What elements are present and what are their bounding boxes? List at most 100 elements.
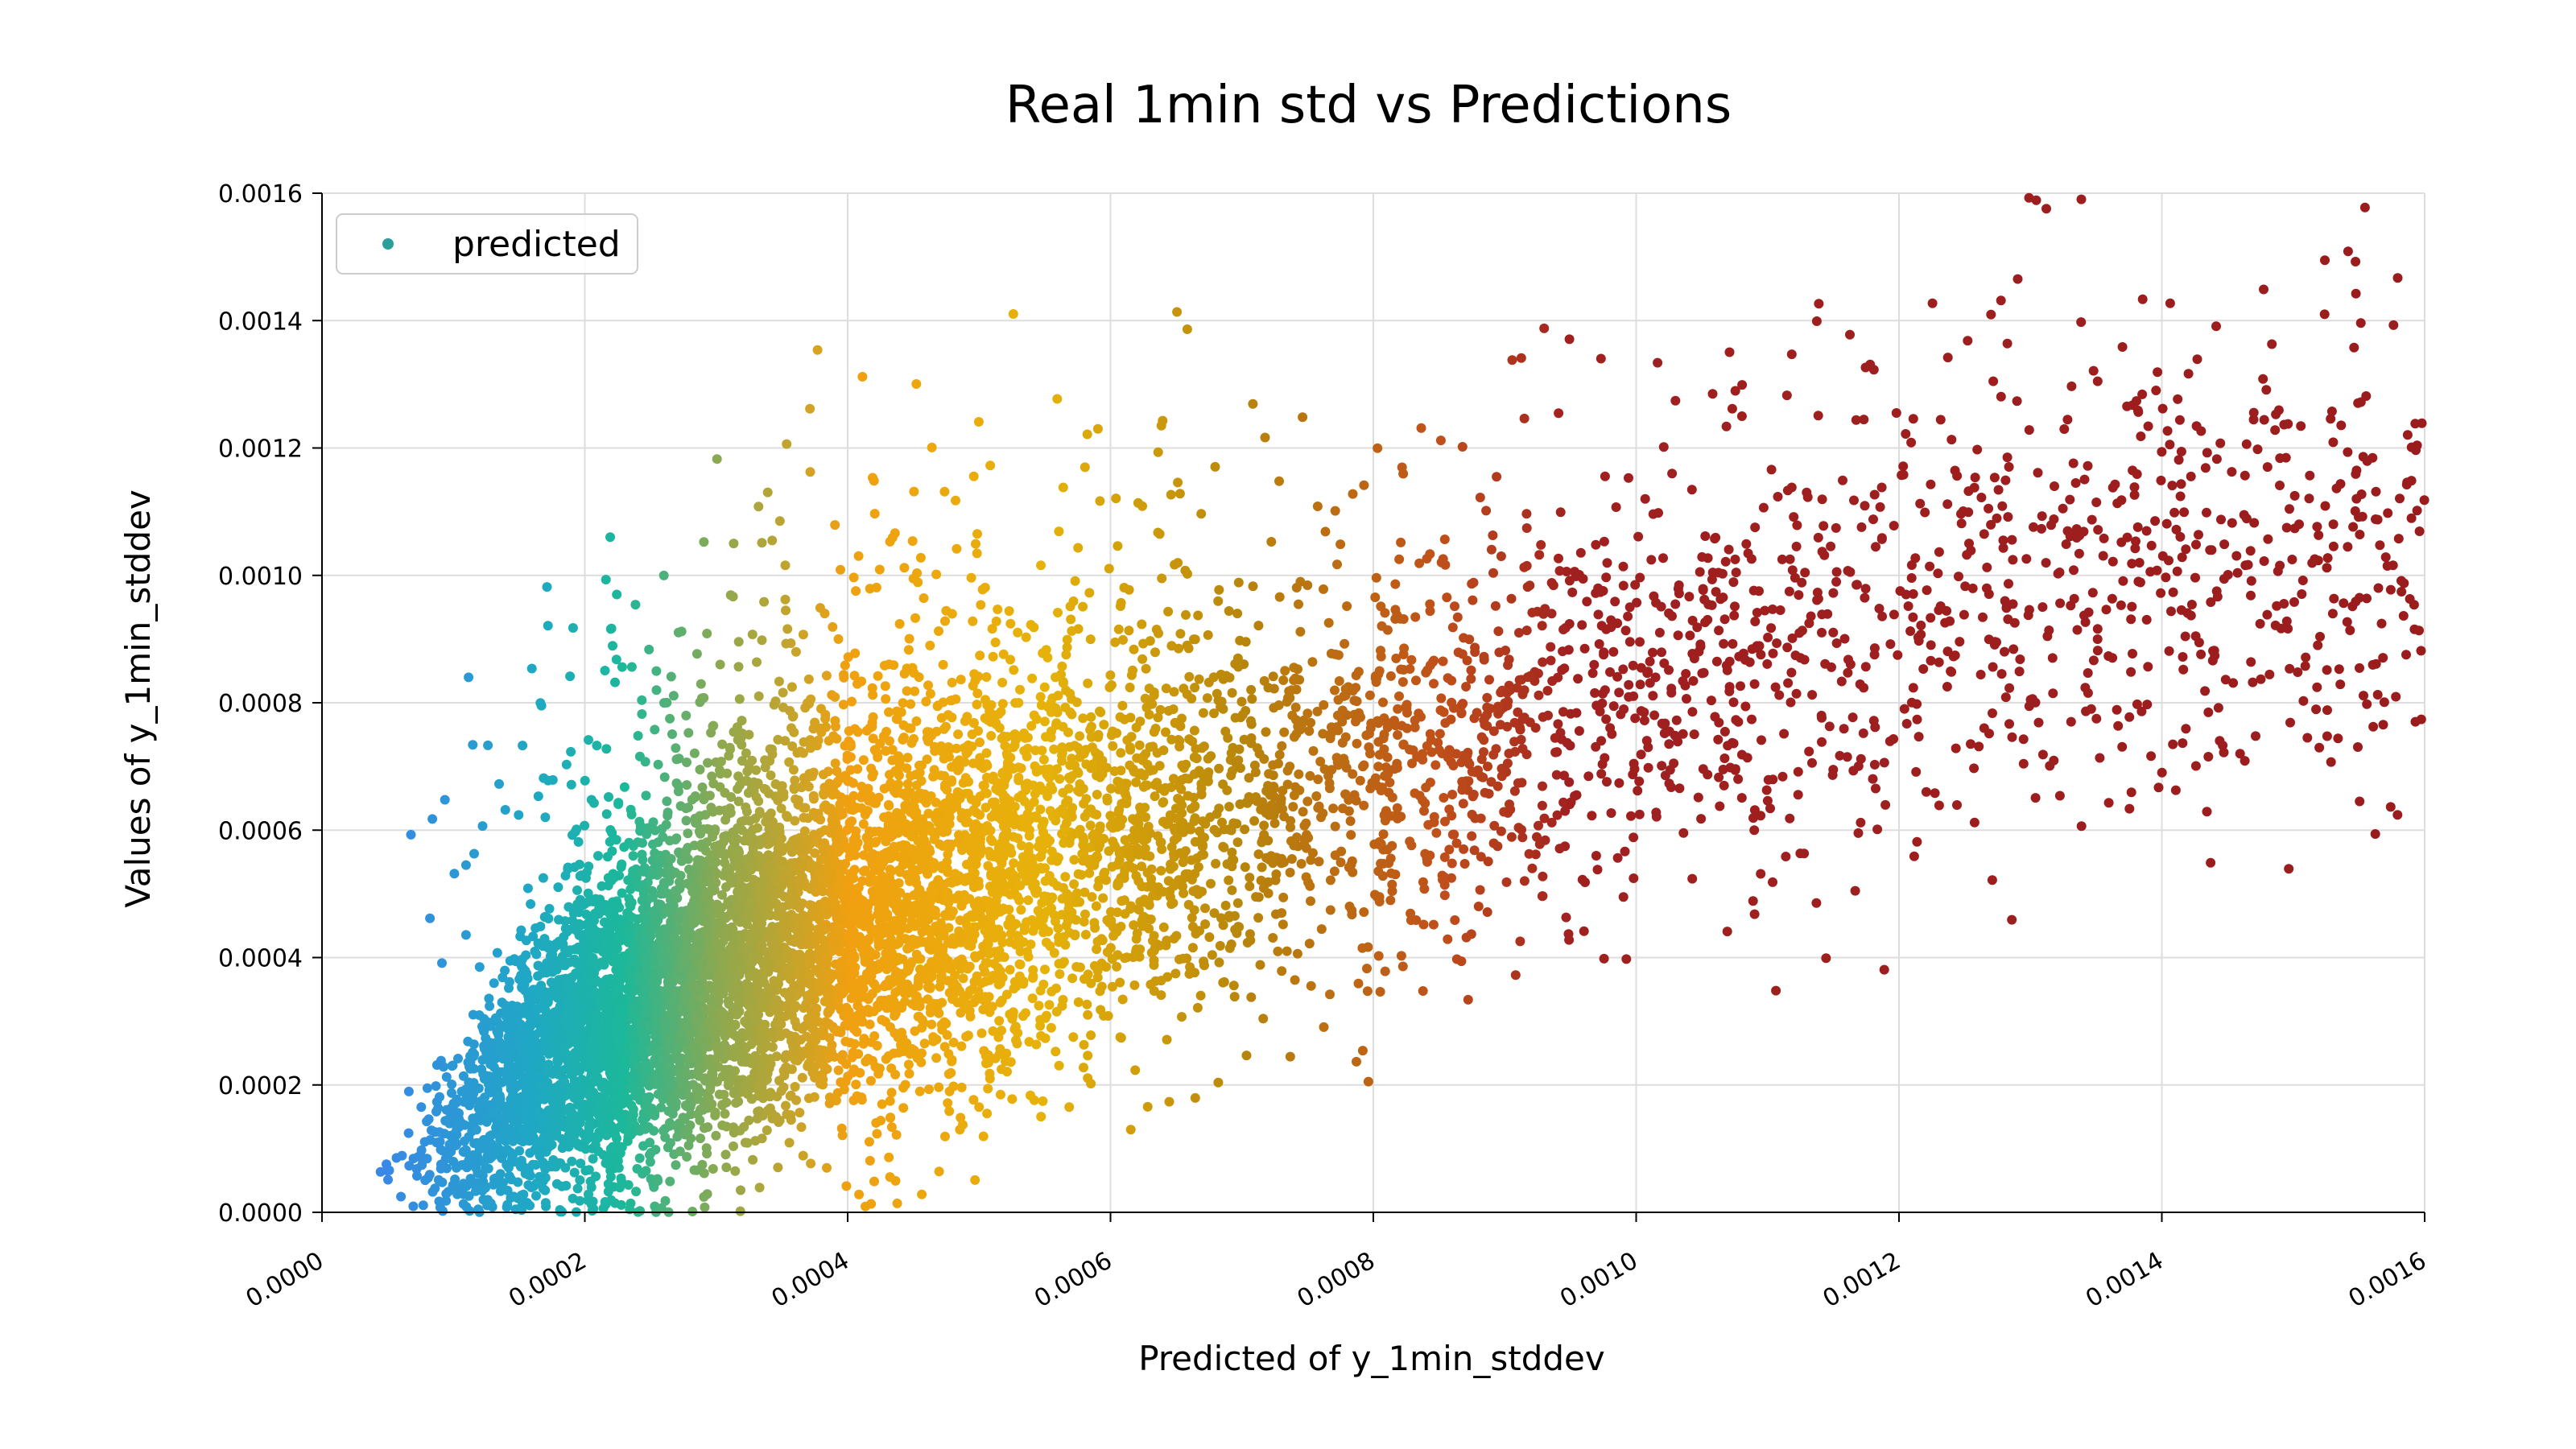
data-point	[2270, 620, 2281, 630]
data-point	[1220, 900, 1231, 910]
data-point	[1599, 953, 1609, 964]
data-point	[1534, 690, 1544, 700]
data-point	[938, 659, 948, 670]
data-point	[1386, 868, 1397, 878]
data-point	[1245, 881, 1255, 891]
data-point	[1860, 592, 1870, 603]
data-point	[976, 1028, 987, 1038]
data-point	[644, 644, 654, 654]
data-point	[864, 1137, 874, 1147]
data-point	[1036, 560, 1046, 571]
data-point	[1307, 657, 1318, 667]
data-point	[1636, 749, 1646, 760]
data-point	[2024, 605, 2034, 615]
data-point	[1061, 650, 1071, 660]
data-point	[1643, 762, 1653, 773]
data-point	[1537, 800, 1547, 811]
data-point	[682, 780, 692, 791]
data-point	[1181, 609, 1191, 620]
data-point	[865, 1155, 875, 1166]
data-point	[1600, 471, 1610, 481]
data-point	[1969, 763, 1979, 774]
data-point	[396, 1191, 407, 1202]
data-point	[2037, 602, 2048, 613]
data-point	[1868, 514, 1878, 525]
data-point	[1719, 726, 1730, 737]
data-point	[1986, 309, 1996, 320]
data-point	[1034, 1001, 1044, 1011]
data-point	[1359, 760, 1369, 770]
data-point	[914, 1086, 925, 1096]
data-point	[780, 736, 791, 746]
data-point	[1926, 613, 1936, 623]
data-point	[1912, 714, 1922, 724]
data-point	[1351, 671, 1361, 680]
data-point	[1730, 554, 1740, 564]
data-point	[1382, 752, 1393, 762]
data-point	[1911, 766, 1922, 777]
data-point	[699, 1168, 709, 1179]
data-point	[1804, 746, 1814, 757]
data-point	[1085, 634, 1096, 645]
data-point	[576, 1158, 586, 1169]
data-point	[2414, 526, 2425, 536]
data-point	[1996, 295, 2006, 306]
data-point	[747, 630, 758, 640]
data-point	[1860, 584, 1871, 594]
data-point	[1216, 913, 1226, 923]
data-point	[869, 509, 880, 519]
data-point	[2281, 522, 2292, 533]
data-point	[1512, 683, 1522, 693]
data-point	[867, 683, 877, 693]
data-point	[978, 1131, 989, 1141]
data-point	[2304, 493, 2314, 504]
data-point	[964, 777, 973, 787]
data-point	[2373, 583, 2384, 593]
data-point	[1521, 523, 1532, 533]
data-point	[1073, 543, 1084, 553]
data-point	[1017, 840, 1026, 851]
data-point	[1271, 909, 1281, 919]
data-point	[795, 1108, 805, 1118]
data-point	[2416, 714, 2426, 724]
data-point	[1954, 572, 1963, 582]
data-point	[711, 1130, 721, 1141]
data-point	[786, 847, 797, 857]
data-point	[865, 1019, 875, 1030]
data-point	[1688, 675, 1699, 686]
data-point	[2037, 511, 2047, 522]
data-point	[2130, 543, 2140, 554]
data-point	[1428, 919, 1439, 930]
data-point	[2014, 667, 2025, 677]
data-point	[1334, 676, 1344, 686]
data-point	[477, 821, 488, 832]
data-point	[1972, 444, 1983, 455]
data-point	[525, 1148, 535, 1158]
data-point	[717, 739, 728, 749]
data-point	[831, 721, 840, 732]
data-point	[1129, 980, 1140, 990]
data-point	[2335, 679, 2346, 690]
data-point	[753, 502, 764, 512]
data-point	[1128, 665, 1137, 675]
data-point	[890, 1069, 901, 1080]
data-point	[1614, 778, 1624, 788]
data-point	[1397, 961, 1408, 972]
data-point	[658, 570, 669, 580]
data-point	[1370, 592, 1381, 602]
data-point	[2062, 415, 2073, 425]
data-point	[1930, 788, 1940, 799]
data-point	[2181, 724, 2191, 734]
data-point	[937, 818, 947, 828]
data-point	[2401, 650, 2411, 660]
data-point	[441, 1189, 452, 1199]
data-point	[1639, 716, 1649, 725]
data-point	[610, 677, 620, 687]
data-point	[2262, 609, 2273, 620]
data-point	[1786, 349, 1797, 360]
data-point	[733, 1075, 744, 1085]
data-point	[869, 1031, 880, 1041]
data-point	[1770, 682, 1781, 692]
data-point	[1758, 502, 1769, 513]
data-point	[1206, 878, 1216, 889]
